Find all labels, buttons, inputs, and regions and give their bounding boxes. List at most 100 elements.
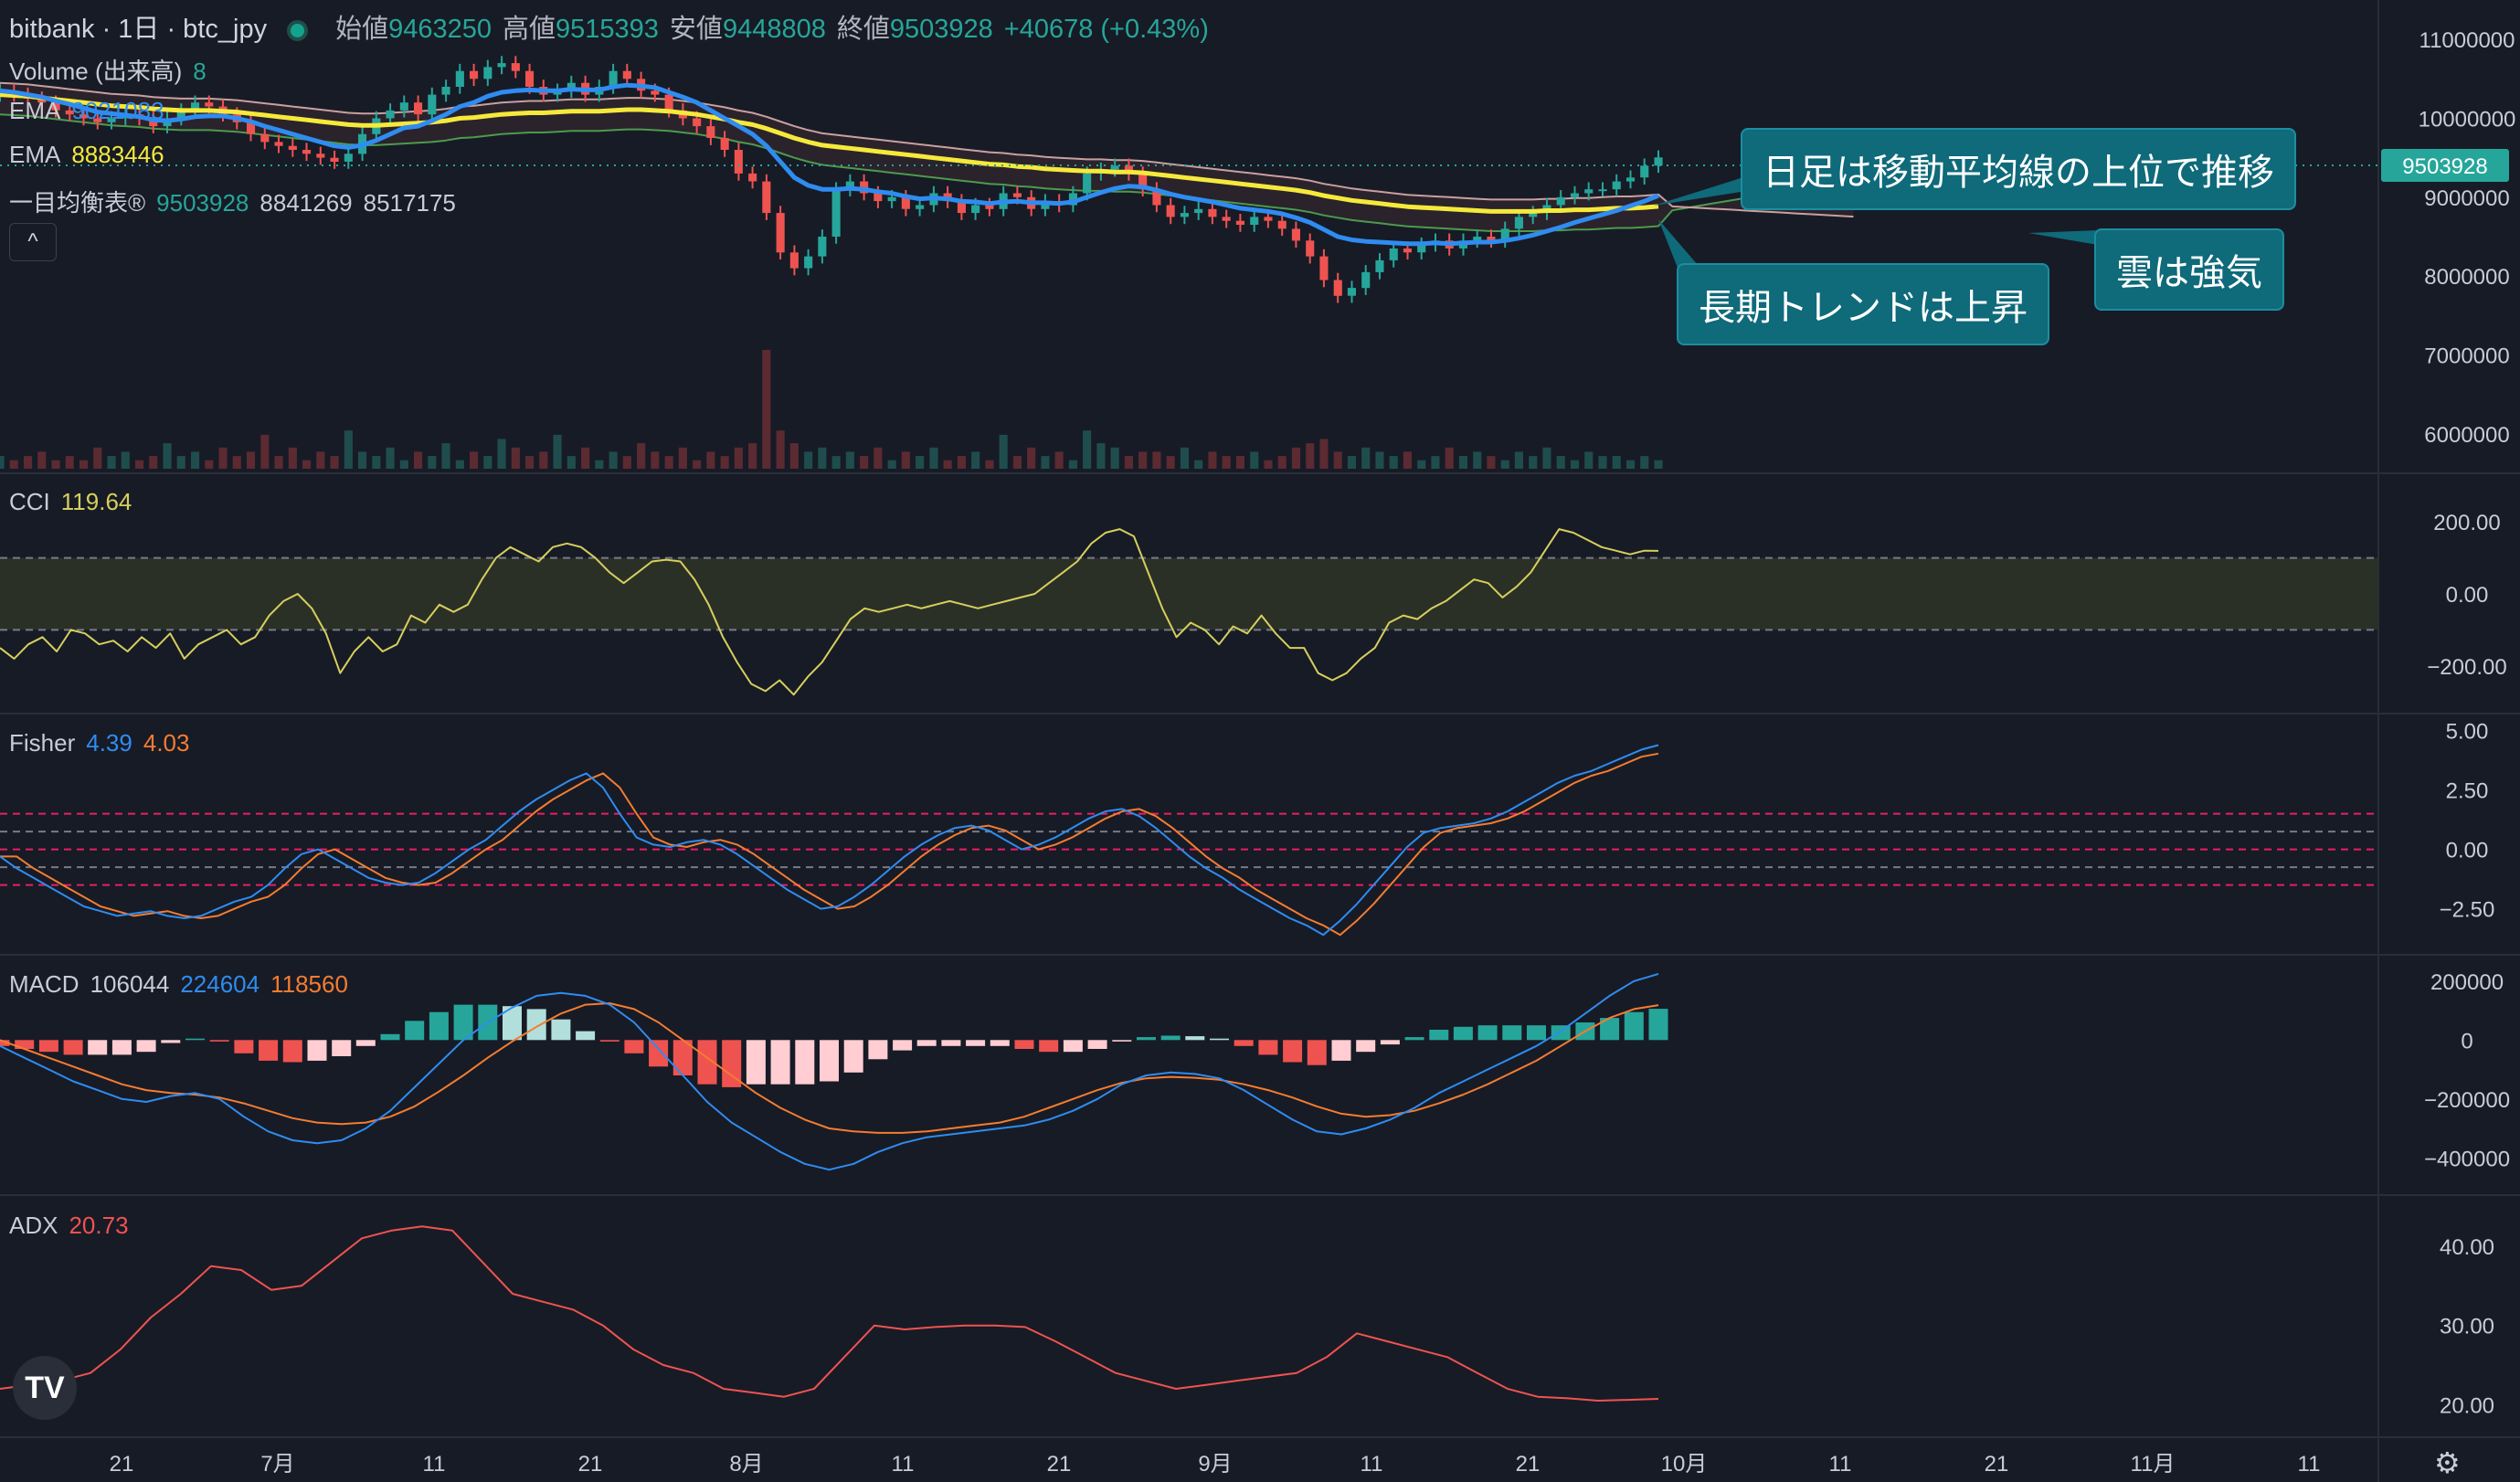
legend-ema1-label: EMA [9, 97, 61, 124]
legend-ema-slow[interactable]: EMA 8883446 [9, 141, 175, 169]
volume-bar [943, 460, 952, 469]
candle-body [651, 90, 660, 95]
candle-body [470, 70, 479, 79]
candle-body [1138, 173, 1148, 190]
macd-histogram-bar [916, 1040, 937, 1046]
x-axis-tick: 11 [1361, 1452, 1383, 1477]
adx-legend[interactable]: ADX 20.73 [9, 1212, 140, 1240]
candle-body [874, 193, 883, 202]
macd-histogram-bar [63, 1040, 83, 1055]
candle-body [664, 94, 673, 111]
legend-ichimoku[interactable]: 一目均衡表® 9503928 8841269 8517175 [9, 185, 467, 218]
volume-bar [1166, 456, 1175, 469]
volume-bar [163, 443, 172, 469]
candle-body [1152, 189, 1161, 206]
volume-bar [637, 443, 646, 469]
volume-bar [1194, 460, 1203, 469]
candle-body [428, 94, 437, 115]
volume-bar [386, 447, 395, 469]
candle-body [205, 102, 214, 107]
volume-bar [1152, 451, 1161, 469]
candle-body [1626, 177, 1636, 182]
volume-bar [1027, 447, 1036, 469]
candle-body [497, 63, 506, 68]
candle-body [1529, 213, 1538, 217]
volume-bar [1208, 451, 1217, 469]
gear-icon[interactable]: ⚙ [2434, 1446, 2461, 1479]
volume-bar [831, 456, 841, 469]
macd-histogram-bar [234, 1040, 254, 1053]
candle-body [330, 157, 339, 162]
volume-bar [0, 456, 5, 469]
volume-bar [664, 456, 673, 469]
candle-body [1306, 240, 1315, 257]
macd-legend[interactable]: MACD 106044 224604 118560 [9, 970, 359, 999]
candle-body [483, 67, 492, 79]
callout-long-trend: 長期トレンドは上昇 [1677, 263, 2049, 345]
volume-bar [1110, 447, 1119, 469]
legend-ichimoku-label: 一目均衡表® [9, 189, 146, 217]
candle-body [901, 196, 910, 209]
macd-histogram-bar [136, 1040, 156, 1053]
candle-body [191, 102, 200, 111]
macd-histogram-bar [820, 1040, 839, 1082]
candle-body [1417, 244, 1426, 253]
candle-body [176, 110, 185, 119]
volume-bar [1124, 456, 1133, 469]
candle-body [1083, 173, 1092, 194]
chart_data.cci-y-tick: 200.00 [2433, 511, 2500, 535]
candle-body [65, 110, 74, 115]
volume-bar [316, 451, 325, 469]
volume-bar [107, 456, 116, 469]
candle-body [720, 138, 729, 150]
volume-bar [274, 456, 283, 469]
symbol-title[interactable]: bitbank · 1日 · btc_jpy [9, 15, 268, 44]
chart-header: bitbank · 1日 · btc_jpy 始値9463250 高値9515393… [9, 7, 1209, 46]
volume-bar [999, 434, 1008, 469]
macd-histogram-bar [1404, 1037, 1424, 1041]
macd-histogram-bar [0, 1040, 10, 1046]
candle-body [916, 205, 925, 209]
macd-histogram-bar [1307, 1040, 1327, 1065]
collapse-legend-button[interactable]: ^ [9, 223, 57, 261]
volume-bar [372, 456, 381, 469]
macd-histogram-bar [868, 1040, 888, 1060]
candle-body [1612, 181, 1621, 190]
cci-legend[interactable]: CCI 119.64 [9, 488, 143, 516]
volume-bar [441, 443, 450, 469]
callout-above-ma: 日足は移動平均線の上位で推移 [1741, 128, 2296, 210]
low-value: 9448808 [722, 15, 826, 44]
volume-bar [595, 460, 604, 469]
x-axis-tick: 11 [2298, 1452, 2321, 1477]
callout-cloud-bullish: 雲は強気 [2094, 228, 2284, 311]
chart_data.fisher-y-tick: −2.50 [2440, 898, 2495, 923]
candle-body [1235, 220, 1244, 225]
candle-body [316, 153, 325, 158]
candle-body [302, 150, 312, 154]
candle-body [734, 150, 743, 174]
macd-histogram-bar [843, 1040, 863, 1073]
macd-histogram-bar [332, 1040, 352, 1056]
macd-histogram-bar [88, 1040, 108, 1055]
candle-body [414, 102, 423, 115]
chart_data.macd-y-tick: 0 [2461, 1029, 2472, 1053]
fisher-legend[interactable]: Fisher 4.39 4.03 [9, 729, 200, 757]
volume-bar [860, 456, 869, 469]
candle-body [37, 98, 47, 103]
candle-body [1654, 157, 1663, 166]
volume-bar [706, 451, 715, 469]
legend-ema-fast[interactable]: EMA 9021083 [9, 97, 175, 125]
candle-body [1291, 228, 1300, 241]
tradingview-logo[interactable]: TV [13, 1356, 77, 1420]
volume-bar [901, 451, 910, 469]
macd-histogram-bar [355, 1040, 376, 1046]
volume-bar [135, 460, 144, 469]
candle-body [1487, 237, 1496, 241]
x-axis-tick: 8月 [729, 1452, 763, 1477]
legend-volume[interactable]: Volume (出来高) 8 [9, 53, 217, 87]
macd-histogram-bar [1063, 1040, 1083, 1053]
chart_data.adx-y-tick: 30.00 [2440, 1315, 2494, 1339]
volume-bar [678, 447, 687, 469]
x-axis-tick: 21 [1985, 1452, 2009, 1477]
